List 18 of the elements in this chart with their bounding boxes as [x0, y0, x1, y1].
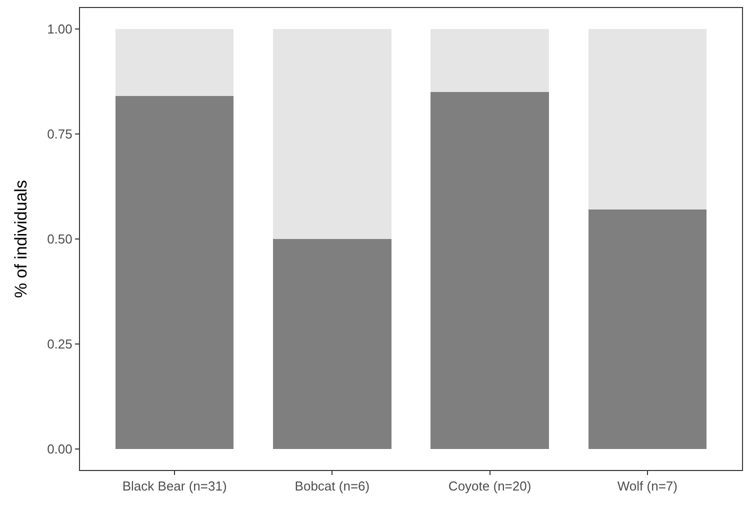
y-tick-label: 0.00 — [47, 442, 72, 457]
bar — [115, 29, 234, 96]
bar — [588, 210, 707, 449]
y-tick-label: 0.75 — [47, 126, 72, 142]
y-tick-label: 0.50 — [47, 232, 72, 247]
x-tick-label: Bobcat (n=6) — [294, 478, 370, 494]
bar — [273, 239, 392, 449]
bar — [430, 29, 549, 92]
y-tick-label: 0.25 — [47, 336, 72, 352]
bar — [588, 29, 707, 210]
y-axis-title: % of individuals — [12, 180, 31, 298]
x-tick-label: Coyote (n=20) — [448, 478, 532, 494]
x-tick-label: Black Bear (n=31) — [122, 478, 227, 494]
bar — [273, 29, 392, 239]
bar — [115, 96, 234, 449]
bar — [430, 92, 549, 449]
x-tick-label: Wolf (n=7) — [617, 478, 678, 494]
y-tick-label: 1.00 — [47, 22, 72, 37]
